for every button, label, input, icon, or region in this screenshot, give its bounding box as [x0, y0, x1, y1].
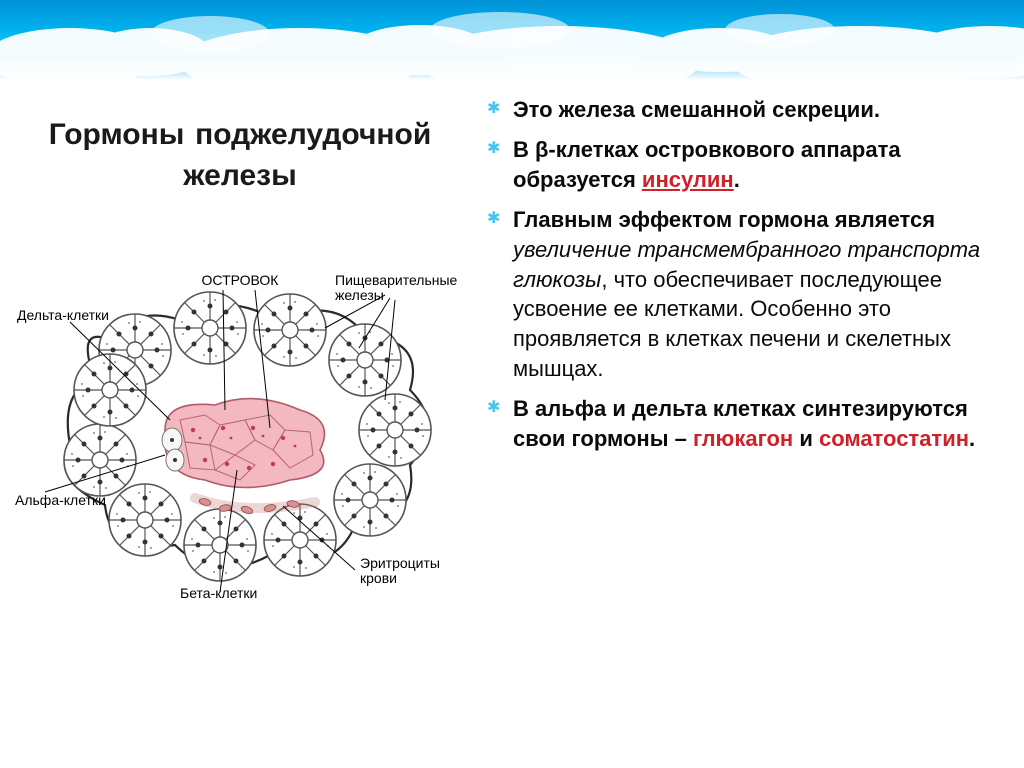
bullet-item: Это железа смешанной секреции.	[487, 95, 992, 125]
bullets-ul: Это железа смешанной секреции. В β-клетка…	[487, 95, 992, 454]
bullet-segment: Это железа смешанной секреции.	[513, 97, 880, 122]
islet-figure: ОСТРОВОК Пищеварительные железы Дельта-к…	[15, 270, 470, 600]
figure-label-beta: Бета-клетки	[180, 585, 257, 600]
bullet-segment: Главным эффектом гормона является	[513, 207, 935, 232]
bullet-item: В β-клетках островкового аппарата образу…	[487, 135, 992, 195]
figure-label-digestive: Пищеварительные железы	[335, 272, 461, 303]
figure-label-islet: ОСТРОВОК	[202, 272, 280, 288]
figure-label-alpha: Альфа-клетки	[15, 492, 106, 508]
bullet-segment: инсулин	[642, 167, 734, 192]
figure-label-rbc: Эритроциты крови	[360, 555, 444, 586]
bullet-segment: и	[793, 426, 819, 451]
bullet-segment: .	[734, 167, 740, 192]
bullet-segment: .	[969, 426, 975, 451]
bullet-segment: соматостатин	[819, 426, 969, 451]
bullet-item: Главным эффектом гормона является увелич…	[487, 205, 992, 384]
slide: Гормоны поджелудочной железы	[0, 0, 1024, 768]
slide-title: Гормоны поджелудочной железы	[40, 115, 440, 196]
sky-gradient	[0, 0, 1024, 80]
title-text: Гормоны поджелудочной железы	[40, 115, 440, 196]
bullet-list: Это железа смешанной секреции. В β-клетка…	[487, 95, 992, 464]
bullet-item: В альфа и дельта клетках синтезируются с…	[487, 394, 992, 454]
figure-label-delta: Дельта-клетки	[17, 307, 109, 323]
bullet-segment: глюкагон	[693, 426, 793, 451]
